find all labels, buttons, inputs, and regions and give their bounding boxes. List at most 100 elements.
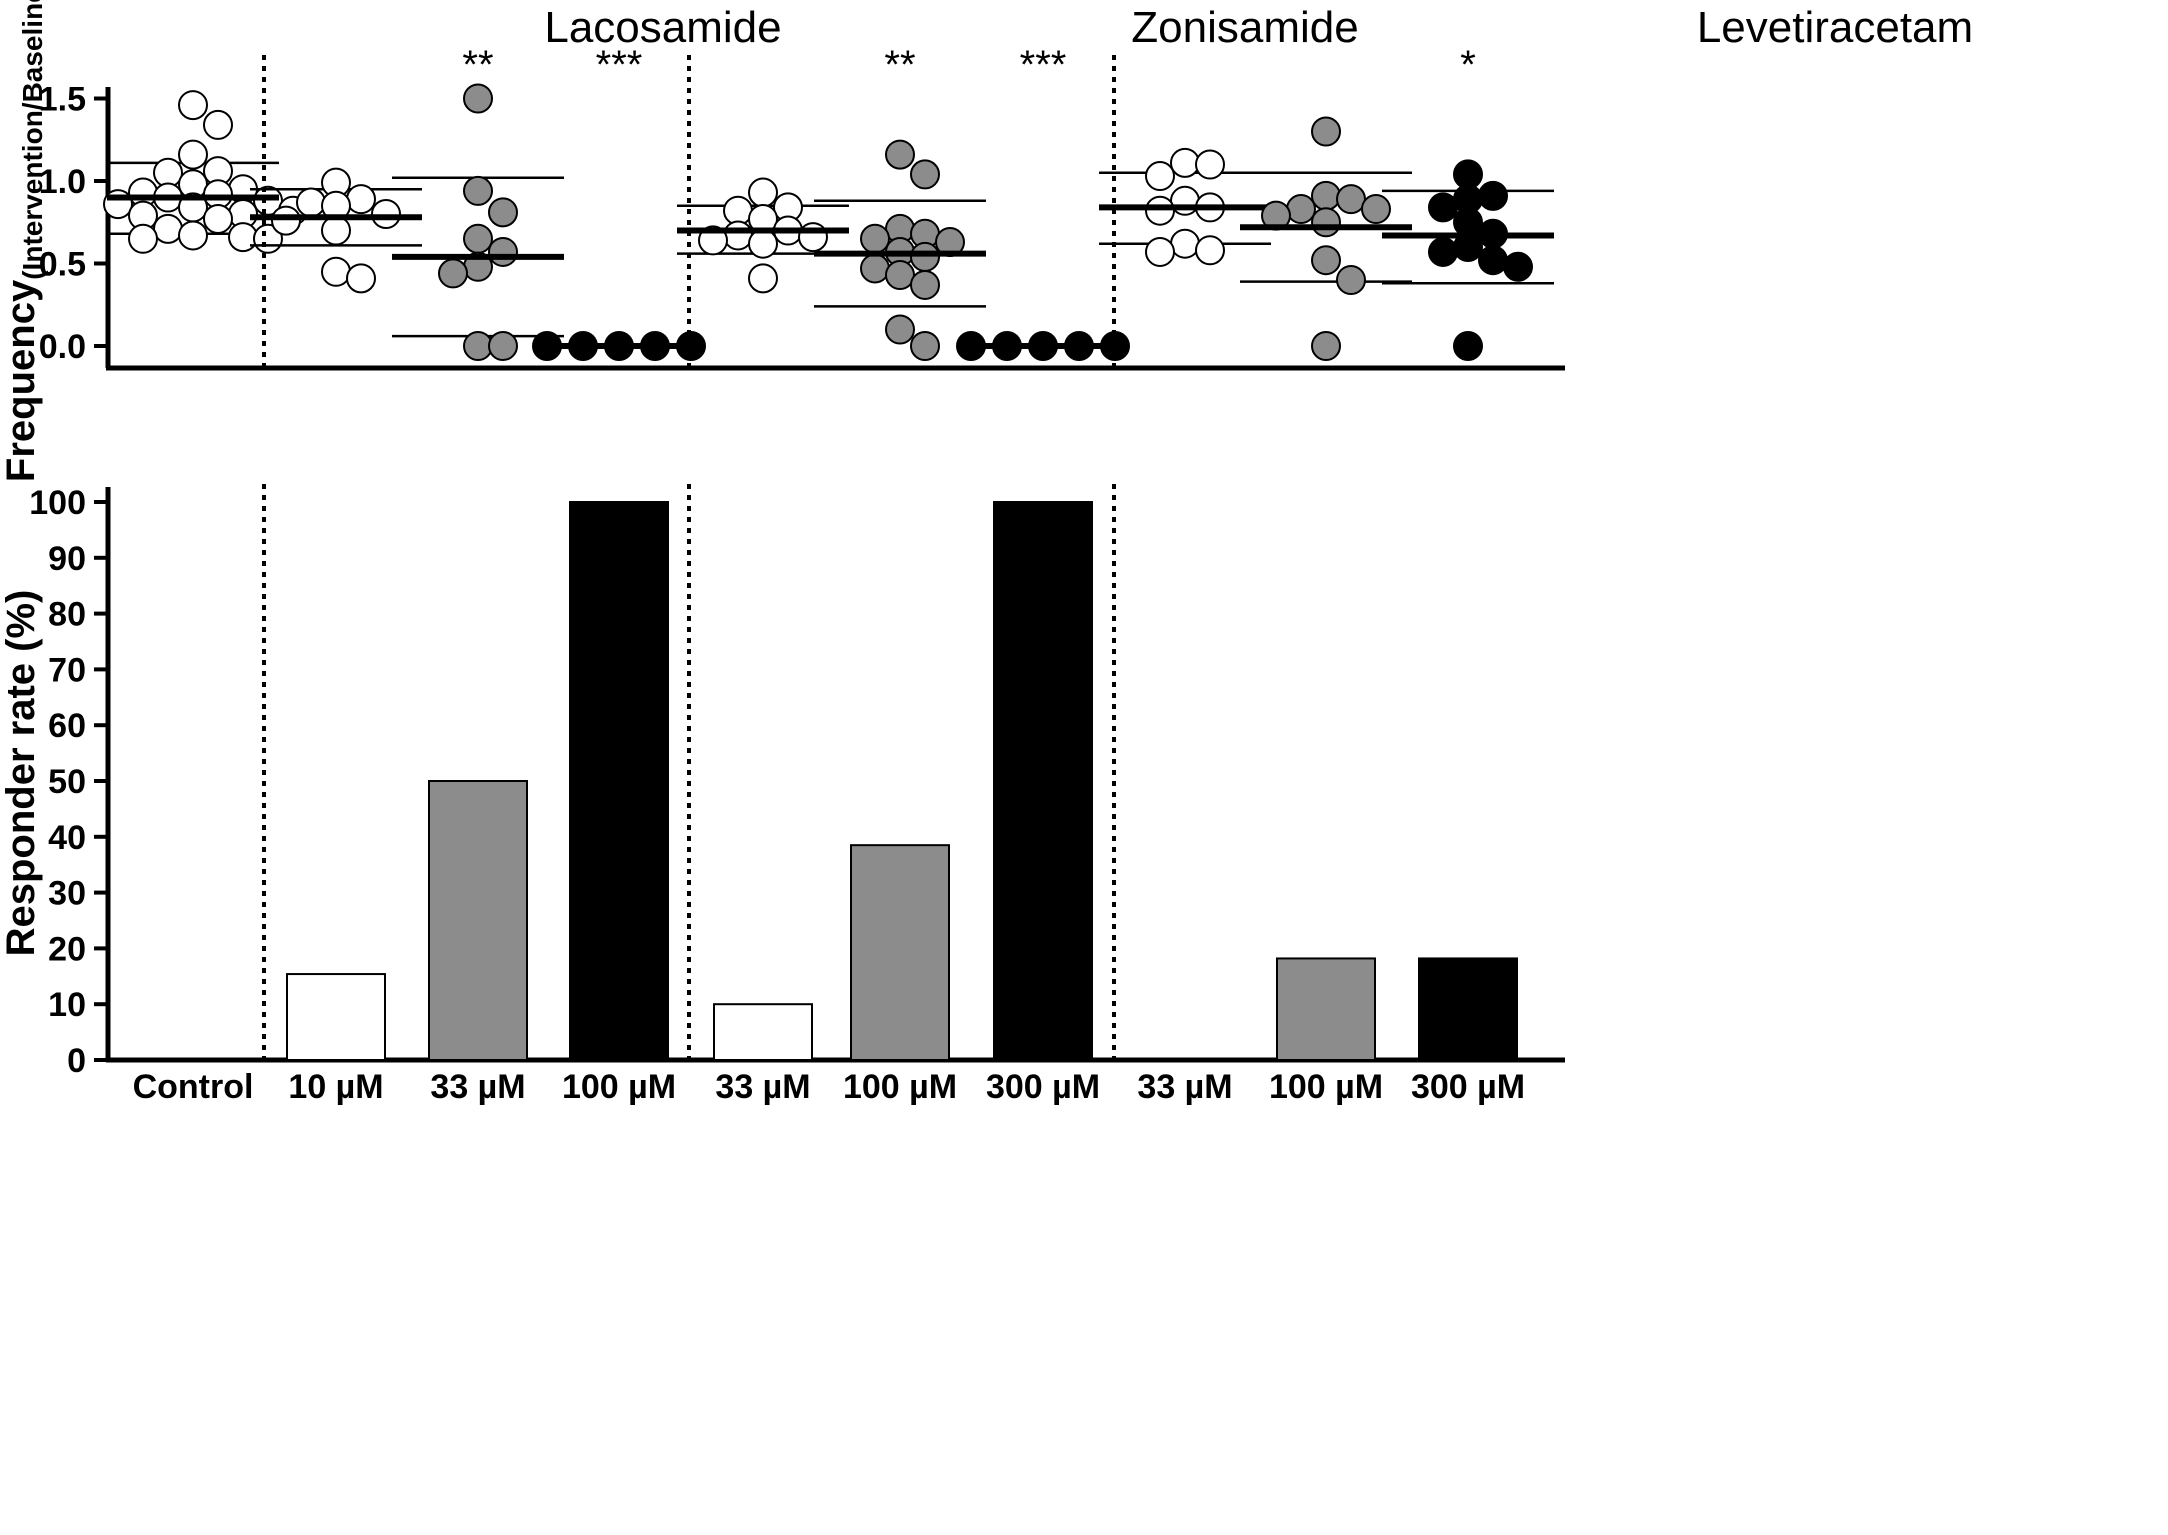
data-point bbox=[1311, 116, 1341, 147]
data-point bbox=[1336, 184, 1366, 215]
x-category-label: 300 µM bbox=[1411, 1068, 1525, 1106]
bar-100-um bbox=[569, 501, 669, 1061]
data-point bbox=[885, 260, 915, 291]
data-point bbox=[371, 199, 401, 229]
scatter-group-lacosamide-10-um bbox=[250, 167, 422, 294]
bottom-y-tick-label: 60 bbox=[48, 707, 86, 745]
scatter-group-levetiracetam-100-um bbox=[1240, 116, 1412, 361]
data-point bbox=[1311, 331, 1341, 361]
scatter-group-lacosamide-33-um: ** bbox=[392, 43, 564, 361]
bottom-y-tick-label: 50 bbox=[48, 763, 86, 801]
data-point bbox=[860, 253, 890, 284]
data-point bbox=[488, 197, 518, 228]
drug-label-lacosamide: Lacosamide bbox=[544, 3, 781, 52]
data-point bbox=[1170, 228, 1200, 259]
data-point bbox=[1478, 245, 1508, 276]
data-point bbox=[178, 139, 208, 170]
significance-marker: *** bbox=[596, 43, 643, 87]
x-category-label: Control bbox=[133, 1068, 254, 1106]
drug-label-zonisamide: Zonisamide bbox=[1131, 3, 1358, 52]
data-point bbox=[103, 189, 133, 220]
data-point bbox=[1311, 180, 1341, 211]
data-point bbox=[228, 222, 258, 253]
bottom-y-tick-label: 100 bbox=[29, 484, 86, 522]
drug-label-levetiracetam: Levetiracetam bbox=[1697, 3, 1973, 52]
data-point bbox=[1453, 331, 1483, 361]
x-category-label: 33 µM bbox=[430, 1068, 525, 1106]
bar-10-um bbox=[286, 973, 386, 1061]
data-point bbox=[723, 220, 753, 251]
bottom-y-tick-label: 90 bbox=[48, 540, 86, 578]
bottom-y-tick-label: 30 bbox=[48, 875, 86, 913]
bottom-y-axis-label: Responder rate (%) bbox=[0, 590, 43, 957]
data-point bbox=[1336, 265, 1366, 295]
top-y-tick-label: 0.0 bbox=[39, 328, 86, 366]
data-point bbox=[1311, 245, 1341, 276]
bottom-y-tick-label: 0 bbox=[67, 1042, 86, 1080]
significance-marker: ** bbox=[462, 43, 493, 87]
data-point bbox=[748, 177, 778, 208]
significance-marker: * bbox=[1460, 43, 1476, 87]
data-point bbox=[1428, 236, 1458, 267]
top-y-axis-label: Frequency(Intervention/Baseline) bbox=[0, 0, 48, 482]
bar-33-um bbox=[713, 1003, 813, 1062]
data-point bbox=[296, 187, 326, 218]
data-point bbox=[1195, 149, 1225, 180]
data-point bbox=[1145, 161, 1175, 192]
bottom-y-tick-label: 40 bbox=[48, 819, 86, 857]
bar-33-um bbox=[428, 780, 528, 1061]
data-point bbox=[178, 220, 208, 251]
top-y-tick-label: 1.0 bbox=[39, 163, 86, 201]
data-point bbox=[1503, 251, 1533, 282]
significance-marker: ** bbox=[884, 43, 915, 87]
scatter-group-levetiracetam-300-um: * bbox=[1382, 43, 1554, 361]
x-category-label: 33 µM bbox=[1137, 1068, 1232, 1106]
bottom-y-tick-label: 20 bbox=[48, 930, 86, 968]
scatter-group-levetiracetam-33-um bbox=[1099, 147, 1271, 267]
drug-labels: Lacosamide Zonisamide Levetiracetam bbox=[544, 3, 1973, 52]
data-point bbox=[910, 241, 940, 272]
data-point bbox=[463, 83, 493, 114]
bottom-y-tick-label: 10 bbox=[48, 986, 86, 1024]
data-point bbox=[346, 184, 376, 215]
scatter-group-zonisamide-300-um: *** bbox=[956, 43, 1130, 361]
data-point bbox=[1170, 147, 1200, 178]
data-point bbox=[860, 223, 890, 254]
data-point bbox=[885, 314, 915, 345]
data-point bbox=[203, 109, 233, 140]
data-point bbox=[488, 331, 518, 361]
data-point bbox=[438, 258, 468, 289]
top-y-tick-label: 0.5 bbox=[39, 246, 86, 284]
data-point bbox=[463, 223, 493, 254]
x-category-label: 300 µM bbox=[986, 1068, 1100, 1106]
data-point bbox=[346, 263, 376, 294]
scatter-group-control bbox=[103, 90, 308, 254]
data-point bbox=[748, 228, 778, 259]
top-y-axis-label-main: Frequency bbox=[0, 279, 43, 482]
data-point bbox=[463, 331, 493, 361]
top-y-axis-label-subscript: (Intervention/Baseline) bbox=[17, 0, 48, 280]
data-point bbox=[321, 215, 351, 246]
data-point bbox=[1478, 180, 1508, 211]
data-point bbox=[463, 175, 493, 206]
data-point bbox=[1145, 195, 1175, 226]
data-point bbox=[128, 223, 158, 254]
top-y-tick-label: 1.5 bbox=[39, 81, 86, 119]
data-point bbox=[203, 203, 233, 234]
data-point bbox=[885, 139, 915, 170]
data-point bbox=[798, 222, 828, 253]
bottom-y-tick-label: 80 bbox=[48, 596, 86, 634]
significance-marker: *** bbox=[1020, 43, 1067, 87]
frequency-scatter-chart: 0.00.51.01.5Frequency(Intervention/Basel… bbox=[0, 0, 1565, 482]
data-point bbox=[1361, 194, 1391, 225]
bar-100-um bbox=[850, 844, 950, 1061]
x-category-label: 33 µM bbox=[715, 1068, 810, 1106]
data-point bbox=[1428, 192, 1458, 223]
data-point bbox=[1145, 236, 1175, 267]
bar-300-um bbox=[1418, 957, 1518, 1061]
bar-300-um bbox=[993, 501, 1093, 1061]
data-point bbox=[488, 236, 518, 267]
data-point bbox=[748, 263, 778, 294]
